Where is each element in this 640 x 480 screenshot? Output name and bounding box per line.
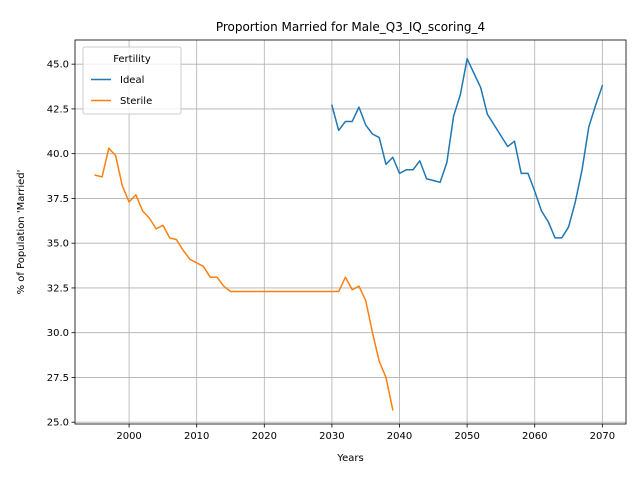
- x-tick-label: 2060: [522, 431, 547, 442]
- y-tick-label: 35.0: [47, 239, 69, 250]
- x-axis-label: Years: [336, 453, 363, 464]
- x-tick-label: 2050: [454, 431, 479, 442]
- y-tick-label: 45.0: [47, 60, 69, 71]
- y-tick-label: 40.0: [47, 149, 69, 160]
- y-tick-label: 37.5: [47, 194, 69, 205]
- x-tick-label: 2000: [116, 431, 141, 442]
- series-line-ideal: [330, 58, 604, 239]
- x-tick-label: 2030: [319, 431, 344, 442]
- chart-title: Proportion Married for Male_Q3_IQ_scorin…: [216, 20, 485, 34]
- legend-label-ideal: Ideal: [120, 75, 144, 86]
- legend: Fertility Ideal Sterile: [82, 46, 182, 115]
- y-tick-label: 42.5: [47, 104, 69, 115]
- plot-frame: [74, 39, 627, 425]
- legend-box: [82, 46, 182, 115]
- y-tick-label: 25.0: [47, 418, 69, 429]
- x-tick-label: 2010: [184, 431, 209, 442]
- y-axis: 25.0 27.5 30.0 32.5 35.0 37.5 40.0 42.5 45.0: [47, 60, 75, 429]
- grid-lines: [75, 40, 626, 424]
- y-axis-label: % of Population 'Married': [16, 170, 27, 295]
- series-line-sterile: [94, 147, 394, 411]
- y-tick-label: 27.5: [47, 373, 69, 384]
- x-tick-label: 2040: [387, 431, 412, 442]
- legend-label-sterile: Sterile: [120, 96, 152, 107]
- x-tick-label: 2020: [252, 431, 277, 442]
- legend-title: Fertility: [113, 54, 151, 65]
- series-lines: [94, 58, 604, 411]
- y-tick-label: 30.0: [47, 328, 69, 339]
- legend-items: Ideal Sterile: [91, 75, 152, 107]
- x-axis: 2000 2010 2020 2030 2040 2050 2060 2070: [116, 424, 615, 442]
- x-tick-label: 2070: [590, 431, 615, 442]
- y-tick-label: 32.5: [47, 283, 69, 294]
